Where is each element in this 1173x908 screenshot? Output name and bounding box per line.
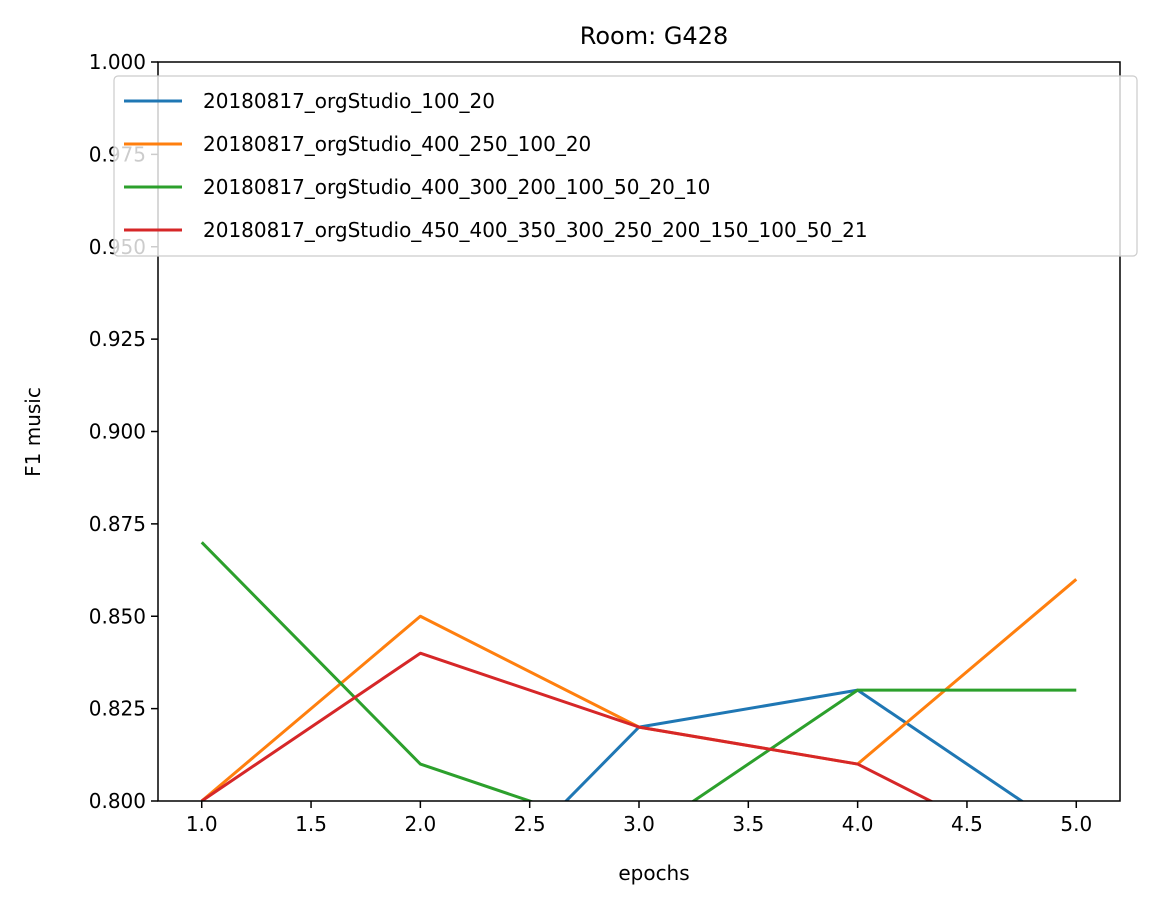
x-tick-label: 3.0 [623, 812, 655, 836]
y-tick-label: 0.925 [89, 327, 146, 351]
legend-label-2: 20180817_orgStudio_400_250_100_20 [203, 132, 591, 156]
y-tick-label: 0.850 [89, 604, 146, 628]
y-tick-label: 0.800 [89, 789, 146, 813]
x-axis-label: epochs [618, 861, 689, 885]
legend-label-1: 20180817_orgStudio_100_20 [203, 89, 495, 113]
series-line-4 [200, 651, 934, 801]
series-lines [200, 541, 1078, 801]
x-tick-label: 5.0 [1060, 812, 1092, 836]
chart-title: Room: G428 [580, 22, 728, 50]
x-tick-label: 4.5 [951, 812, 983, 836]
y-axis-label: F1 music [21, 387, 45, 477]
x-tick-label: 1.5 [295, 812, 327, 836]
y-tick-label: 0.825 [89, 697, 146, 721]
x-tick-label: 1.0 [186, 812, 218, 836]
series-line-3 [200, 541, 1077, 801]
plot-frame [157, 61, 1121, 802]
y-tick-label: 0.900 [89, 420, 146, 444]
legend-box [113, 75, 1138, 257]
x-tick-label: 2.5 [514, 812, 546, 836]
x-tick-label: 2.0 [404, 812, 436, 836]
y-tick-label: 0.875 [89, 512, 146, 536]
y-tick-label: 1.000 [89, 50, 146, 74]
x-tick-label: 4.0 [842, 812, 874, 836]
legend-label-3: 20180817_orgStudio_400_300_200_100_50_20… [203, 175, 710, 199]
legend: 20180817_orgStudio_100_20 20180817_orgStu… [113, 75, 1138, 257]
x-tick-label: 3.5 [732, 812, 764, 836]
legend-label-4: 20180817_orgStudio_450_400_350_300_250_2… [203, 218, 868, 242]
x-axis-ticks: 1.0 1.5 2.0 2.5 3.0 3.5 4.0 4.5 5.0 [186, 801, 1092, 836]
